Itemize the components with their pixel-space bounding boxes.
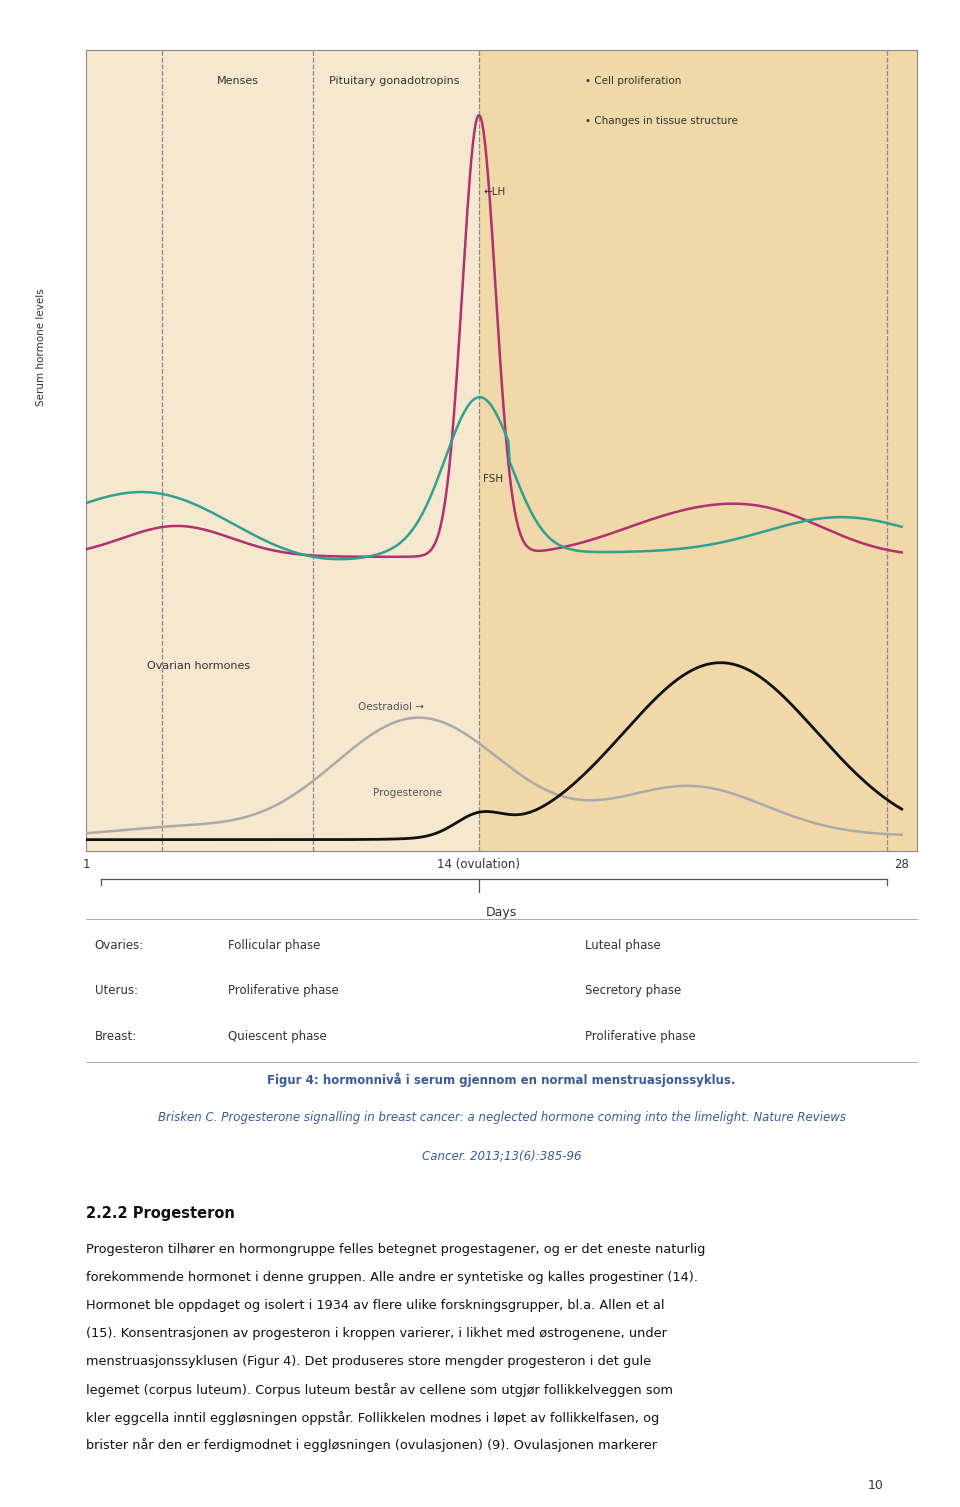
- Text: legemet (corpus luteum). Corpus luteum består av cellene som utgjør follikkelveg: legemet (corpus luteum). Corpus luteum b…: [86, 1383, 673, 1397]
- Text: Pituitary gonadotropins: Pituitary gonadotropins: [329, 77, 460, 86]
- Text: (15). Konsentrasjonen av progesteron i kroppen varierer, i likhet med østrogenen: (15). Konsentrasjonen av progesteron i k…: [86, 1328, 667, 1340]
- Text: Menses: Menses: [216, 77, 258, 86]
- Bar: [479, 50, 917, 645]
- Text: Cancer. 2013;13(6):385-96: Cancer. 2013;13(6):385-96: [421, 1150, 582, 1162]
- Text: Proliferative phase: Proliferative phase: [585, 1031, 695, 1043]
- Text: Serum hormone levels: Serum hormone levels: [36, 288, 46, 407]
- Text: kler eggcella inntil eggløsningen oppstår. Follikkelen modnes i løpet av follikk: kler eggcella inntil eggløsningen oppstå…: [86, 1411, 660, 1424]
- Bar: [479, 645, 917, 851]
- Text: 10: 10: [867, 1478, 883, 1492]
- Text: Days: Days: [486, 906, 517, 919]
- Text: Figur 4: hormonnivå i serum gjennom en normal menstruasjonssyklus.: Figur 4: hormonnivå i serum gjennom en n…: [267, 1071, 736, 1087]
- Text: 28: 28: [895, 859, 909, 871]
- Text: Progesterone: Progesterone: [373, 788, 443, 799]
- Text: menstruasjonssyklusen (Figur 4). Det produseres store mengder progesteron i det : menstruasjonssyklusen (Figur 4). Det pro…: [86, 1355, 652, 1368]
- Text: ←LH: ←LH: [484, 187, 506, 197]
- Text: Follicular phase: Follicular phase: [228, 939, 320, 951]
- Text: Brisken C. Progesterone signalling in breast cancer: a neglected hormone coming : Brisken C. Progesterone signalling in br…: [157, 1111, 846, 1124]
- Text: Secretory phase: Secretory phase: [585, 984, 681, 998]
- Text: • Changes in tissue structure: • Changes in tissue structure: [585, 116, 737, 127]
- Text: Progesteron tilhører en hormongruppe felles betegnet progestagener, og er det en: Progesteron tilhører en hormongruppe fel…: [86, 1243, 706, 1257]
- Text: forekommende hormonet i denne gruppen. Alle andre er syntetiske og kalles proges: forekommende hormonet i denne gruppen. A…: [86, 1272, 698, 1284]
- Text: 1: 1: [83, 859, 90, 871]
- Text: Oestradiol →: Oestradiol →: [358, 702, 424, 711]
- Text: 2.2.2 Progesteron: 2.2.2 Progesteron: [86, 1206, 235, 1221]
- Text: • Cell proliferation: • Cell proliferation: [585, 77, 681, 86]
- Text: Luteal phase: Luteal phase: [585, 939, 660, 951]
- Text: brister når den er ferdigmodnet i eggløsningen (ovulasjonen) (9). Ovulasjonen ma: brister når den er ferdigmodnet i eggløs…: [86, 1438, 658, 1453]
- Text: FSH: FSH: [484, 473, 504, 484]
- Text: 14 (ovulation): 14 (ovulation): [438, 859, 520, 871]
- Text: Quiescent phase: Quiescent phase: [228, 1031, 326, 1043]
- Text: Hormonet ble oppdaget og isolert i 1934 av flere ulike forskningsgrupper, bl.a. : Hormonet ble oppdaget og isolert i 1934 …: [86, 1299, 665, 1313]
- Text: Proliferative phase: Proliferative phase: [228, 984, 338, 998]
- Text: Uterus:: Uterus:: [95, 984, 138, 998]
- Text: Ovarian hormones: Ovarian hormones: [147, 660, 250, 671]
- Text: Breast:: Breast:: [95, 1031, 137, 1043]
- Text: Ovaries:: Ovaries:: [95, 939, 144, 951]
